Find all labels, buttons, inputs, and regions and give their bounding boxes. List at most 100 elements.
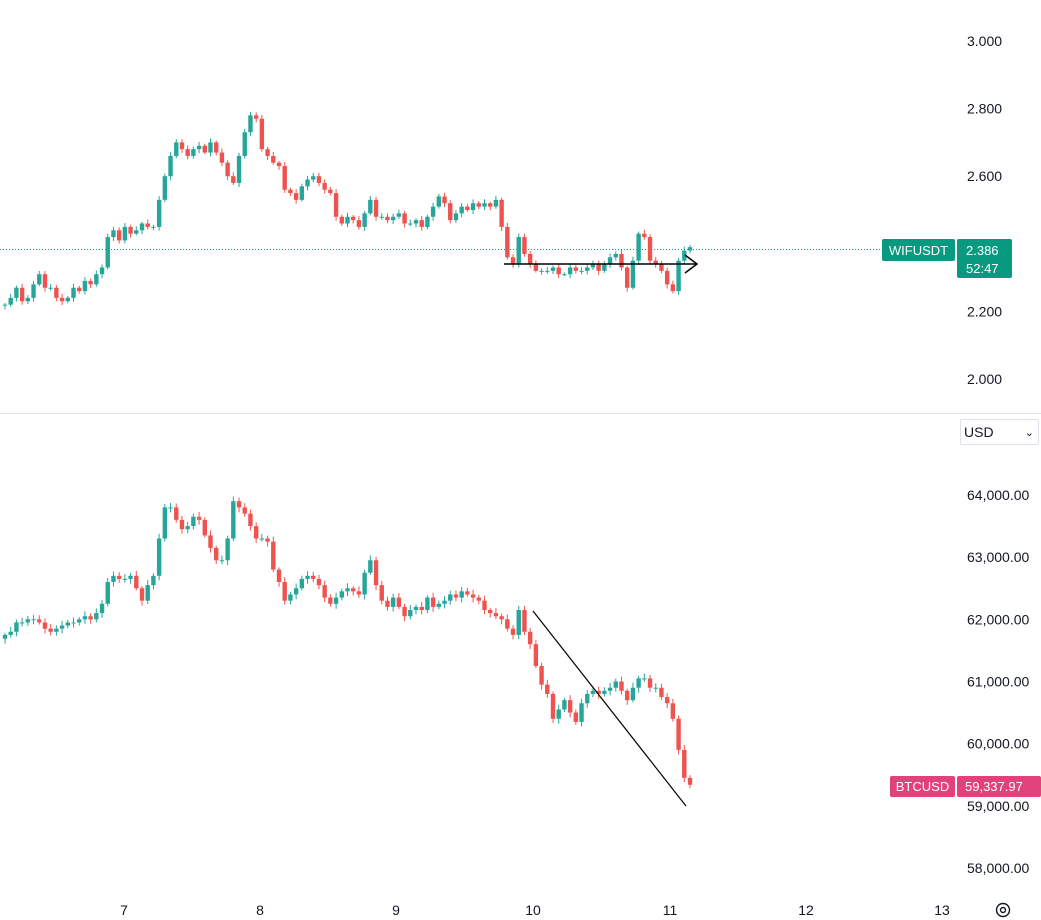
settings-icon[interactable]: [995, 902, 1011, 918]
candle-body: [122, 578, 128, 580]
candle-body: [225, 538, 230, 561]
candle-body: [653, 687, 658, 689]
candle-body: [465, 206, 470, 210]
wifusdt-y-tick-label: 2.600: [967, 168, 1002, 184]
btcusd-pane[interactable]: 64,000.00 63,000.00 62,000.00 61,000.00 60,0…: [2, 487, 1041, 876]
btcusd-trend-line[interactable]: [532, 610, 687, 807]
candle-body: [362, 213, 367, 227]
candle-body: [276, 162, 282, 167]
candle-body: [413, 220, 419, 224]
candle-body: [54, 287, 59, 298]
candle-body: [111, 230, 116, 238]
candle-body: [299, 578, 305, 589]
candle-body: [356, 591, 362, 595]
wifusdt-arrow-drawing[interactable]: [504, 254, 699, 274]
btcusd-y-tick-label: 58,000.00: [967, 860, 1029, 876]
candle-body: [236, 155, 242, 183]
candle-body: [408, 610, 413, 617]
wifusdt-symbol-badge: [882, 239, 955, 261]
candle-body: [48, 287, 53, 289]
candle-body: [653, 260, 658, 265]
wifusdt-price-badge: WIFUSDT 2.386 52:47: [882, 239, 1012, 278]
candle-body: [25, 619, 31, 623]
candle-body: [37, 274, 42, 285]
candle-body: [448, 203, 453, 221]
candle-body: [664, 697, 670, 704]
candle-body: [625, 690, 630, 701]
candle-body: [470, 594, 476, 598]
candle-body: [379, 585, 384, 601]
candle-body: [151, 226, 156, 228]
candle-body: [259, 118, 265, 150]
candle-body: [42, 274, 48, 288]
candle-body: [236, 501, 242, 508]
wifusdt-price-axis[interactable]: 3.000 2.800 2.600 2.200 2.000: [967, 33, 1002, 387]
candle-body: [585, 693, 590, 704]
candle-body: [333, 193, 339, 217]
candle-body: [562, 274, 567, 276]
wifusdt-last-price: 2.386: [966, 243, 999, 258]
candle-body: [19, 622, 25, 624]
candle-body: [545, 684, 550, 694]
candle-body: [664, 270, 670, 285]
candle-body: [522, 237, 527, 254]
candle-body: [527, 253, 533, 265]
time-axis[interactable]: 7 8 9 10 11 12 13: [120, 902, 950, 918]
candle-body: [328, 189, 333, 194]
candle-body: [573, 267, 579, 271]
candle-body: [351, 588, 356, 592]
btcusd-price-axis[interactable]: 64,000.00 63,000.00 62,000.00 61,000.00 60,0…: [967, 487, 1029, 876]
candle-body: [442, 196, 447, 204]
candle-body: [368, 560, 373, 573]
candle-body: [59, 297, 65, 302]
candle-body: [71, 622, 76, 624]
candle-body: [390, 216, 396, 221]
candle-body: [111, 575, 116, 583]
btcusd-last-price-badge: [957, 776, 1041, 797]
candle-body: [248, 115, 253, 133]
candle-body: [219, 152, 225, 163]
candle-body: [362, 572, 367, 595]
candle-body: [539, 270, 544, 272]
candle-body: [470, 203, 476, 210]
arrow-head: [684, 254, 699, 274]
btcusd-y-tick-label: 59,000.00: [967, 798, 1029, 814]
candle-body: [630, 260, 636, 288]
candle-body: [322, 182, 327, 190]
candle-body: [128, 226, 133, 234]
candle-body: [105, 582, 110, 604]
candle-body: [676, 260, 681, 292]
candle-body: [242, 507, 247, 514]
candle-body: [139, 223, 145, 231]
candle-body: [82, 280, 88, 292]
candle-body: [647, 237, 653, 261]
candle-body: [191, 516, 196, 527]
candle-body: [590, 264, 596, 268]
candle-body: [208, 535, 213, 548]
candle-body: [527, 631, 533, 645]
candle-body: [562, 700, 567, 710]
candle-body: [134, 230, 139, 234]
candle-body: [373, 560, 379, 586]
btcusd-y-tick-label: 63,000.00: [967, 549, 1029, 565]
candle-body: [476, 203, 481, 207]
candle-body: [550, 693, 556, 719]
wifusdt-pane[interactable]: 3.000 2.800 2.600 2.200 2.000 WIFUSDT 2.386 …: [0, 33, 1012, 387]
candle-body: [196, 145, 202, 150]
candle-body: [316, 176, 322, 183]
btcusd-last-price: 59,337.97: [965, 779, 1023, 794]
candle-body: [185, 149, 190, 156]
candle-body: [390, 597, 396, 607]
time-axis-tick-label: 8: [256, 902, 264, 918]
candle-body: [647, 678, 653, 688]
candle-body: [282, 582, 287, 601]
candle-body: [145, 585, 150, 601]
candle-body: [476, 597, 481, 601]
candle-body: [659, 264, 664, 271]
currency-select[interactable]: USD ⌄: [960, 419, 1039, 445]
candle-body: [208, 142, 213, 153]
candle-body: [448, 594, 453, 601]
candle-body: [425, 216, 430, 227]
candle-body: [48, 628, 53, 632]
